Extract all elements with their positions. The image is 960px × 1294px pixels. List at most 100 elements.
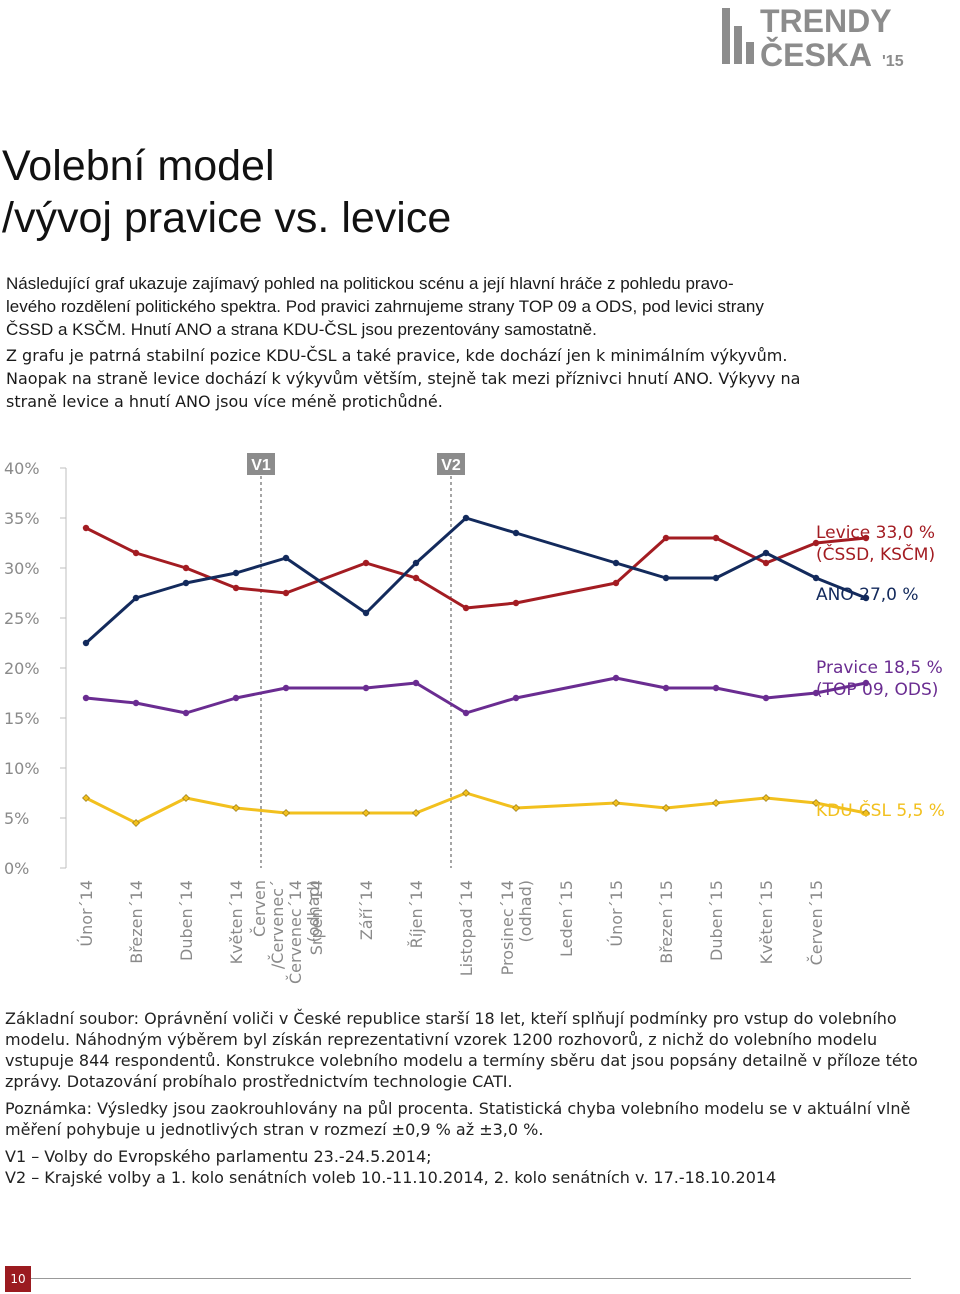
series-end-label-line: KDU-ČSL 5,5 % (816, 799, 945, 821)
series-point-levice (182, 564, 190, 572)
x-tick-label: Listopad´14 (457, 880, 476, 976)
x-tick-label-line: Září´14 (357, 880, 376, 940)
series-point-ano (762, 549, 770, 557)
summary-paragraph: Z grafu je patrná stabilní pozice KDU-ČS… (6, 344, 936, 413)
series-point-kdu-sl (462, 789, 470, 797)
series-point-kdu-sl (612, 799, 620, 807)
x-tick-label-line: Červenec´14 (286, 880, 305, 984)
x-tick-label-line: Únor´14 (77, 880, 96, 947)
x-tick-label-line: Listopad´14 (457, 880, 476, 976)
x-tick-label: Duben´15 (707, 880, 726, 961)
x-tick-label: Únor´14 (77, 880, 96, 947)
series-point-kdu-sl (82, 794, 90, 802)
event-label-v1: V1 (251, 457, 271, 474)
note-sample: Základní soubor: Oprávnění voliči v Česk… (5, 1009, 918, 1091)
series-point-pravice (662, 684, 670, 692)
x-tick-label: Červen/Červenec´Červenec´14(odhad) (250, 880, 323, 984)
x-tick-label-line: Květen´15 (757, 880, 776, 964)
x-tick-label-line: Duben´15 (707, 880, 726, 961)
series-point-levice (462, 604, 470, 612)
x-tick-label: Leden´15 (557, 880, 576, 957)
x-tick-label: Prosinec´14(odhad) (498, 880, 535, 975)
x-tick-label-line: Duben´14 (177, 880, 196, 961)
series-point-ano (512, 529, 520, 537)
logo-ceska: ČESKA (760, 37, 872, 72)
series-end-label-line: Pravice 18,5 % (816, 658, 943, 678)
x-tick-label-line: Květen´14 (227, 880, 246, 964)
series-point-levice (82, 524, 90, 532)
series-line-kdu-sl (85, 791, 867, 825)
x-tick-label-line: Březen´15 (657, 880, 676, 964)
series-point-kdu-sl (362, 809, 370, 817)
summary-line: Naopak na straně levice dochází k výkyvů… (6, 369, 801, 388)
series-point-pravice (82, 694, 90, 702)
series-point-ano (812, 574, 820, 582)
series-point-kdu-sl (862, 809, 870, 817)
x-tick-label: Květen´14 (227, 880, 246, 964)
series-point-kdu-sl (412, 809, 420, 817)
x-tick-label: Květen´15 (757, 880, 776, 964)
x-tick-label: Září´14 (357, 880, 376, 940)
series-point-pravice (512, 694, 520, 702)
series-point-pravice (462, 709, 470, 717)
series-point-pravice (282, 684, 290, 692)
series-point-levice (612, 579, 620, 587)
trendy-ceska-logo: TRENDY ČESKA '15 (722, 3, 904, 72)
x-tick-label-line: /Červenec´ (268, 880, 287, 969)
series-end-label-kdu-sl: KDU-ČSL 5,5 % (816, 799, 945, 821)
series-end-label-line: (TOP 09, ODS) (816, 680, 938, 700)
series-line-pravice (85, 676, 867, 715)
x-tick-label: Březen´14 (127, 880, 146, 964)
series-point-kdu-sl (282, 809, 290, 817)
series-point-kdu-sl (712, 799, 720, 807)
footer-divider (31, 1278, 911, 1279)
y-tick-label: 15% (4, 709, 40, 728)
series-line-levice (85, 526, 867, 610)
series-point-levice (712, 534, 720, 542)
series-point-kdu-sl (182, 794, 190, 802)
x-tick-label-line: (odhad) (516, 880, 535, 943)
series-point-ano (282, 554, 290, 562)
x-tick-label: Říjen´14 (407, 880, 426, 948)
y-tick-label: 0% (4, 859, 29, 878)
summary-line: straně levice a hnutí ANO jsou více méně… (6, 392, 443, 411)
series-end-label-ano: ANO 27,0 % (816, 585, 919, 605)
y-tick-label: 20% (4, 659, 40, 678)
series-point-pravice (132, 699, 140, 707)
note-rounding: Poznámka: Výsledky jsou zaokrouhlovány n… (5, 1099, 911, 1139)
series-point-pravice (232, 694, 240, 702)
x-tick-label-line: Červen´15 (807, 880, 826, 965)
series-point-levice (662, 534, 670, 542)
series-point-kdu-sl (662, 804, 670, 812)
series-point-ano (232, 569, 240, 577)
series-point-ano (862, 594, 870, 602)
methodology-notes: Základní soubor: Oprávnění voliči v Česk… (5, 1008, 935, 1194)
series-point-kdu-sl (812, 799, 820, 807)
series-point-levice (232, 584, 240, 592)
series-point-kdu-sl (762, 794, 770, 802)
series-point-ano (412, 559, 420, 567)
series-point-ano (82, 639, 90, 647)
intro-line: ČSSD a KSČM. Hnutí ANO a strana KDU-ČSL … (6, 320, 597, 339)
y-tick-label: 5% (4, 809, 29, 828)
y-tick-label: 30% (4, 559, 40, 578)
series-end-label-levice: Levice 33,0 % (ČSSD, KSČM) (816, 523, 935, 565)
x-tick-label: Březen´15 (657, 880, 676, 964)
page-number: 10 (5, 1266, 31, 1292)
x-tick-label-line: Říjen´14 (407, 880, 426, 948)
intro-line: Následující graf ukazuje zajímavý pohled… (6, 274, 734, 293)
x-tick-label: Únor´15 (607, 880, 626, 947)
series-point-levice (132, 549, 140, 557)
note-v1: V1 – Volby do Evropského parlamentu 23.-… (5, 1147, 432, 1166)
note-v2: V2 – Krajské volby a 1. kolo senátních v… (5, 1168, 777, 1187)
y-tick-label: 40% (4, 459, 40, 478)
series-point-pravice (412, 679, 420, 687)
series-end-label-line: ANO 27,0 % (816, 585, 919, 605)
series-point-kdu-sl (132, 819, 140, 827)
series-point-pravice (762, 694, 770, 702)
series-point-ano (182, 579, 190, 587)
summary-line: Z grafu je patrná stabilní pozice KDU-ČS… (6, 346, 788, 365)
x-tick-label: Duben´14 (177, 880, 196, 961)
x-tick-label: Červen´15 (807, 880, 826, 965)
x-tick-label-line: Únor´15 (607, 880, 626, 947)
